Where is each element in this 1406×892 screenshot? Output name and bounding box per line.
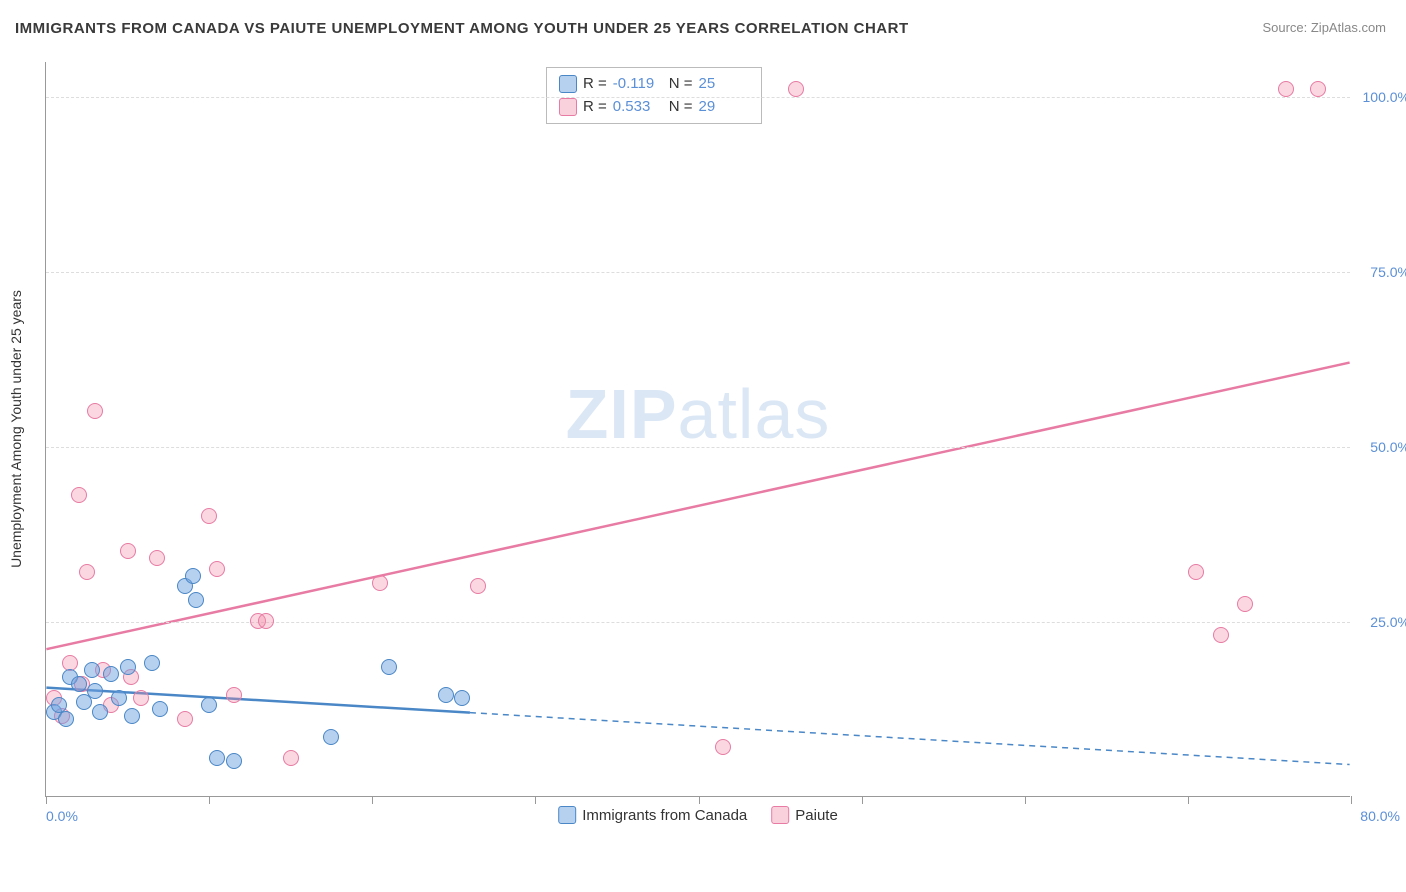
data-point: [381, 659, 397, 675]
data-point: [177, 711, 193, 727]
data-point: [144, 655, 160, 671]
data-point: [372, 575, 388, 591]
data-point: [120, 543, 136, 559]
series-legend: Immigrants from Canada Paiute: [558, 806, 838, 824]
watermark-light: atlas: [678, 375, 831, 453]
data-point: [103, 666, 119, 682]
data-point: [87, 403, 103, 419]
legend-label-2: Paiute: [795, 807, 838, 824]
data-point: [715, 739, 731, 755]
y-tick-label: 50.0%: [1355, 439, 1406, 455]
data-point: [1188, 564, 1204, 580]
data-point: [323, 729, 339, 745]
x-tick: [1188, 796, 1189, 804]
x-axis-max-label: 80.0%: [1360, 808, 1400, 824]
data-point: [152, 701, 168, 717]
data-point: [1213, 627, 1229, 643]
x-axis-min-label: 0.0%: [46, 808, 78, 824]
data-point: [226, 753, 242, 769]
legend-swatch-blue-icon: [558, 806, 576, 824]
trend-lines-svg: [46, 62, 1350, 796]
stats-row-2: R = 0.533 N = 29: [559, 96, 749, 119]
data-point: [209, 750, 225, 766]
legend-item-1: Immigrants from Canada: [558, 806, 747, 824]
data-point: [438, 687, 454, 703]
y-tick-label: 100.0%: [1355, 89, 1406, 105]
n-value-1: 25: [699, 73, 749, 96]
stats-row-1: R = -0.119 N = 25: [559, 73, 749, 96]
data-point: [283, 750, 299, 766]
data-point: [58, 711, 74, 727]
data-point: [87, 683, 103, 699]
gridline: [46, 272, 1350, 273]
gridline: [46, 97, 1350, 98]
data-point: [470, 578, 486, 594]
data-point: [71, 676, 87, 692]
y-axis-label: Unemployment Among Youth under 25 years: [8, 290, 24, 568]
watermark-bold: ZIP: [566, 375, 678, 453]
gridline: [46, 447, 1350, 448]
data-point: [258, 613, 274, 629]
data-point: [1278, 81, 1294, 97]
n-value-2: 29: [699, 96, 749, 119]
chart-title: IMMIGRANTS FROM CANADA VS PAIUTE UNEMPLO…: [15, 20, 909, 37]
source-attribution: Source: ZipAtlas.com: [1262, 20, 1386, 35]
data-point: [133, 690, 149, 706]
data-point: [71, 487, 87, 503]
data-point: [84, 662, 100, 678]
gridline: [46, 622, 1350, 623]
legend-label-1: Immigrants from Canada: [582, 807, 747, 824]
data-point: [79, 564, 95, 580]
n-label-1: N =: [669, 73, 693, 96]
data-point: [149, 550, 165, 566]
data-point: [201, 508, 217, 524]
data-point: [124, 708, 140, 724]
watermark: ZIPatlas: [566, 374, 831, 454]
data-point: [454, 690, 470, 706]
y-tick-label: 75.0%: [1355, 264, 1406, 280]
x-tick: [862, 796, 863, 804]
data-point: [185, 568, 201, 584]
y-tick-label: 25.0%: [1355, 614, 1406, 630]
data-point: [92, 704, 108, 720]
data-point: [111, 690, 127, 706]
stats-legend: R = -0.119 N = 25 R = 0.533 N = 29: [546, 67, 762, 124]
chart-plot-area: Unemployment Among Youth under 25 years …: [45, 62, 1350, 797]
r-value-1: -0.119: [613, 73, 663, 96]
x-tick: [699, 796, 700, 804]
data-point: [188, 592, 204, 608]
data-point: [1310, 81, 1326, 97]
r-label-1: R =: [583, 73, 607, 96]
data-point: [788, 81, 804, 97]
x-tick: [372, 796, 373, 804]
x-tick: [209, 796, 210, 804]
r-value-2: 0.533: [613, 96, 663, 119]
data-point: [120, 659, 136, 675]
r-label-2: R =: [583, 96, 607, 119]
n-label-2: N =: [669, 96, 693, 119]
swatch-blue-icon: [559, 75, 577, 93]
legend-item-2: Paiute: [771, 806, 838, 824]
data-point: [209, 561, 225, 577]
data-point: [201, 697, 217, 713]
legend-swatch-pink-icon: [771, 806, 789, 824]
swatch-pink-icon: [559, 98, 577, 116]
x-tick: [535, 796, 536, 804]
x-tick: [1351, 796, 1352, 804]
x-tick: [1025, 796, 1026, 804]
data-point: [226, 687, 242, 703]
x-tick: [46, 796, 47, 804]
data-point: [1237, 596, 1253, 612]
